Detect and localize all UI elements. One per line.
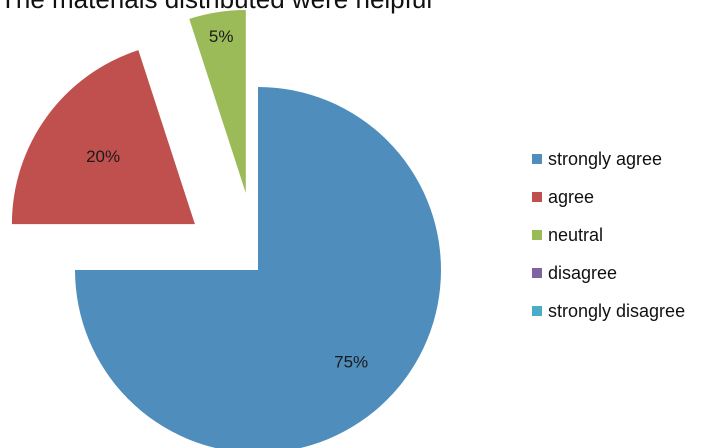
legend-swatch-strongly-disagree: [532, 306, 542, 316]
pie-slice-neutral: [189, 9, 246, 193]
legend-label-strongly-disagree: strongly disagree: [548, 300, 686, 321]
legend-label-strongly-agree: strongly agree: [548, 148, 663, 169]
pie-label-agree: 20%: [86, 147, 120, 166]
pie-label-neutral: 5%: [209, 27, 234, 46]
pie-labels: 75% 20% 5%: [86, 27, 368, 372]
pie-slices: [11, 9, 441, 448]
pie-slice-agree: [11, 50, 195, 225]
legend: strongly agree agree neutral disagree st…: [532, 140, 685, 330]
chart-title: The materials distributed were helpful: [0, 0, 432, 15]
legend-item-disagree: disagree: [532, 254, 685, 292]
pie-label-strongly-agree: 75%: [334, 353, 368, 372]
legend-swatch-neutral: [532, 230, 542, 240]
pie-slice-strongly-agree: [75, 87, 441, 448]
legend-label-disagree: disagree: [548, 262, 618, 283]
legend-item-strongly-agree: strongly agree: [532, 140, 685, 178]
legend-item-strongly-disagree: strongly disagree: [532, 292, 685, 330]
legend-item-neutral: neutral: [532, 216, 685, 254]
legend-item-agree: agree: [532, 178, 685, 216]
legend-swatch-disagree: [532, 268, 542, 278]
legend-label-agree: agree: [548, 186, 595, 207]
legend-label-neutral: neutral: [548, 224, 604, 245]
legend-swatch-agree: [532, 192, 542, 202]
legend-swatch-strongly-agree: [532, 154, 542, 164]
